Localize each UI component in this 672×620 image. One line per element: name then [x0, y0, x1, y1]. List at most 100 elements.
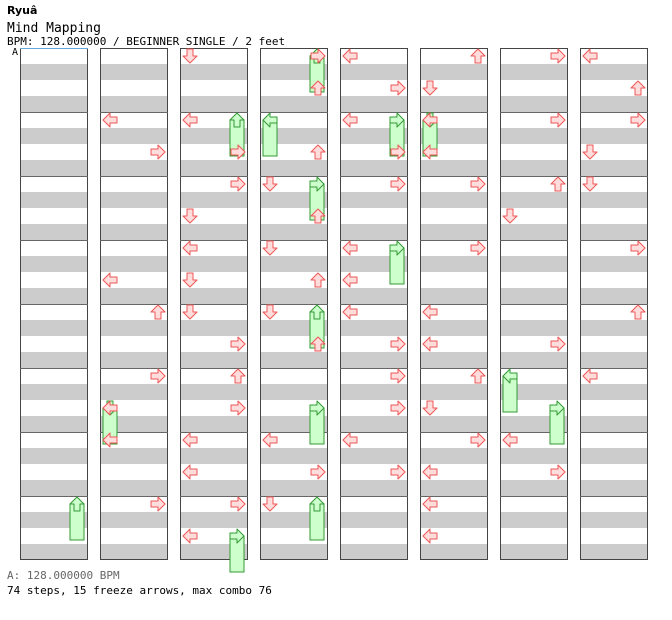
tap-arrow-shape: [310, 336, 326, 352]
freeze-head: [309, 304, 325, 320]
freeze-head-shape: [309, 304, 325, 320]
beat-stripe: [420, 544, 488, 560]
freeze-head: [389, 112, 405, 128]
measure-block: [180, 432, 248, 496]
tap-arrow-shape: [502, 432, 518, 448]
measure-block: [180, 176, 248, 240]
tap-arrow-shape: [582, 176, 598, 192]
beat-stripe: [420, 416, 488, 432]
tap-arrow-shape: [230, 400, 246, 416]
tap-arrow-shape: [390, 144, 406, 160]
beat-stripe: [180, 256, 248, 272]
freeze-arrow: [262, 112, 278, 157]
tap-arrow: [390, 144, 406, 160]
tap-arrow: [550, 48, 566, 64]
tap-arrow: [342, 432, 358, 448]
beat-stripe: [180, 352, 248, 368]
tap-arrow-shape: [102, 112, 118, 128]
tap-arrow: [630, 304, 646, 320]
tap-arrow: [182, 432, 198, 448]
tap-arrow-shape: [342, 240, 358, 256]
beat-stripe: [420, 64, 488, 80]
measure-block: [580, 48, 648, 112]
freeze-arrow: [309, 400, 325, 445]
tap-arrow: [422, 400, 438, 416]
beat-stripe: [20, 448, 88, 464]
tap-arrow: [310, 48, 326, 64]
freeze-head-shape: [309, 400, 325, 416]
beat-stripe: [340, 160, 408, 176]
tap-arrow-shape: [182, 432, 198, 448]
tap-arrow: [310, 80, 326, 96]
tap-arrow: [470, 240, 486, 256]
beat-stripe: [260, 160, 328, 176]
beat-stripe: [100, 512, 168, 528]
tap-arrow: [550, 336, 566, 352]
tap-arrow: [390, 368, 406, 384]
measure-block: [180, 240, 248, 304]
tap-arrow-shape: [470, 368, 486, 384]
beat-stripe: [20, 160, 88, 176]
tap-arrow-shape: [262, 304, 278, 320]
beat-stripe: [20, 256, 88, 272]
tap-arrow-shape: [150, 496, 166, 512]
tap-arrow: [422, 80, 438, 96]
tap-arrow: [582, 48, 598, 64]
beat-stripe: [260, 544, 328, 560]
tap-arrow: [182, 528, 198, 544]
tap-arrow-shape: [502, 208, 518, 224]
beat-stripe: [340, 64, 408, 80]
freeze-arrow: [229, 528, 245, 573]
tap-arrow: [230, 336, 246, 352]
beat-stripe: [20, 64, 88, 80]
tap-arrow: [182, 48, 198, 64]
beat-stripe: [420, 288, 488, 304]
beat-stripe: [500, 256, 568, 272]
tap-arrow: [102, 272, 118, 288]
freeze-arrow: [502, 368, 518, 413]
measure-block: [100, 176, 168, 240]
tap-arrow-shape: [150, 144, 166, 160]
beat-stripe: [580, 384, 648, 400]
freeze-arrow: [69, 496, 85, 541]
beat-stripe: [500, 128, 568, 144]
tap-arrow-shape: [582, 48, 598, 64]
beat-stripe: [580, 192, 648, 208]
beat-stripe: [580, 288, 648, 304]
beat-stripe: [500, 320, 568, 336]
tap-arrow: [310, 464, 326, 480]
tap-arrow-shape: [550, 336, 566, 352]
tap-arrow-shape: [182, 464, 198, 480]
freeze-head-shape: [309, 496, 325, 512]
tap-arrow-shape: [230, 176, 246, 192]
tap-arrow-shape: [390, 400, 406, 416]
beat-stripe: [580, 96, 648, 112]
beat-stripe: [180, 320, 248, 336]
beat-stripe: [180, 512, 248, 528]
tap-arrow: [422, 336, 438, 352]
freeze-head-shape: [229, 112, 245, 128]
beat-stripe: [420, 320, 488, 336]
beat-stripe: [20, 128, 88, 144]
tap-arrow-shape: [310, 48, 326, 64]
beat-stripe: [340, 224, 408, 240]
beat-stripe: [100, 384, 168, 400]
beat-stripe: [340, 384, 408, 400]
tap-arrow: [422, 528, 438, 544]
tap-arrow-shape: [550, 48, 566, 64]
tap-arrow: [470, 368, 486, 384]
tap-arrow: [502, 432, 518, 448]
beat-stripe: [100, 480, 168, 496]
tap-arrow: [502, 208, 518, 224]
tap-arrow: [630, 80, 646, 96]
beat-stripe: [100, 448, 168, 464]
beat-stripe: [260, 96, 328, 112]
tap-arrow-shape: [422, 496, 438, 512]
beat-stripe: [20, 384, 88, 400]
tap-arrow-shape: [550, 464, 566, 480]
tap-arrow-shape: [550, 176, 566, 192]
tap-arrow: [262, 432, 278, 448]
beat-stripe: [20, 416, 88, 432]
freeze-head: [229, 528, 245, 544]
beat-stripe: [500, 544, 568, 560]
